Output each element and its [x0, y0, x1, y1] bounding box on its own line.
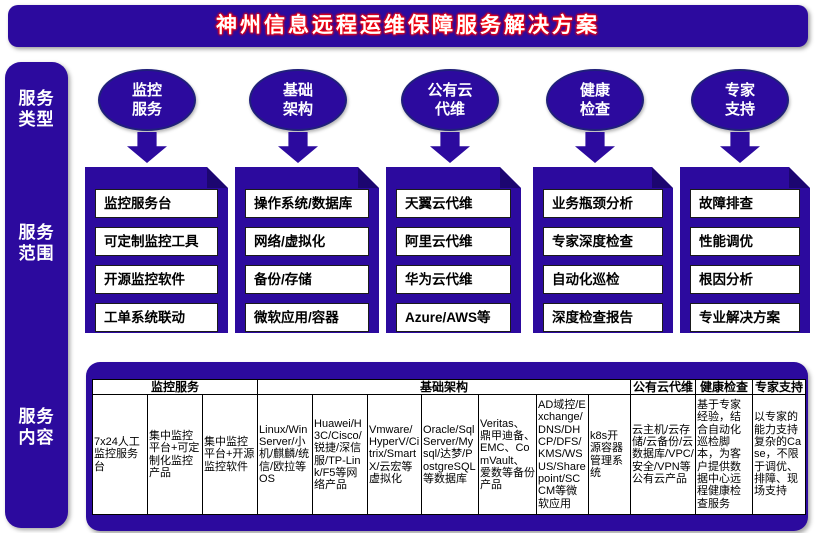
- service-type-bubble-health-check: 健康 检查: [546, 69, 644, 131]
- service-content-table: 监控服务 基础架构 公有云代维 健康检查 专家支持 7x24人工监控服务台 集中…: [91, 379, 807, 515]
- folded-corner: [358, 167, 379, 188]
- table-cell: 7x24人工监控服务台: [92, 394, 148, 515]
- folded-corner: [789, 167, 810, 188]
- scope-item: 阿里云代维: [396, 227, 511, 256]
- table-cell: Vmware/HyperV/Citrix/SmartX/云宏等虚拟化: [367, 394, 423, 515]
- sidebar-label-service-content: 服务 内容: [18, 407, 55, 448]
- table-cell: k8s开源容器管理系统: [588, 394, 632, 515]
- table-header: 基础架构: [257, 379, 632, 395]
- table-cell: Linux/Win Server/小机/麒麟/统信/欧拉等OS: [257, 394, 314, 515]
- scope-item: Azure/AWS等: [396, 303, 511, 332]
- down-arrow-icon: [575, 132, 615, 163]
- scope-item: 网络/虚拟化: [245, 227, 369, 256]
- down-arrow-icon: [127, 132, 167, 163]
- scope-item: 自动化巡检: [543, 265, 663, 294]
- service-type-bubble-public-cloud: 公有云 代维: [401, 69, 499, 131]
- table-cell: 集中监控平台+开源监控软件: [201, 394, 259, 515]
- table-header: 专家支持: [752, 379, 807, 395]
- title-bar: 神州信息远程运维保障服务解决方案: [8, 5, 808, 47]
- table-cell: 集中监控平台+可定制化监控产品: [147, 394, 203, 515]
- scope-panel-public-cloud: 天翼云代维 阿里云代维 华为云代维 Azure/AWS等: [386, 167, 521, 333]
- scope-item: 天翼云代维: [396, 189, 511, 218]
- scope-item: 监控服务台: [95, 189, 218, 218]
- page-title: 神州信息远程运维保障服务解决方案: [216, 14, 600, 37]
- table-cell: Veritas、鼎甲迪备、EMC、ComVault、爱数等备份产品: [478, 394, 538, 515]
- sidebar-label-service-type: 服务 类型: [18, 89, 55, 130]
- scope-item: 根因分析: [690, 265, 800, 294]
- table-header: 监控服务: [91, 379, 259, 395]
- folded-corner: [500, 167, 521, 188]
- table-cell: 基于专家经验，结合自动化巡检脚本，为客户提供数据中心远程健康检查服务: [695, 394, 754, 515]
- scope-panel-health-check: 业务瓶颈分析 专家深度检查 自动化巡检 深度检查报告: [533, 167, 673, 333]
- sidebar-label-service-scope: 服务 范围: [18, 223, 55, 264]
- service-type-bubble-expert-support: 专家 支持: [691, 69, 789, 131]
- table-body-row: 7x24人工监控服务台 集中监控平台+可定制化监控产品 集中监控平台+开源监控软…: [92, 394, 807, 515]
- table-cell: 云主机/云存储/云备份/云数据库/VPC/安全/VPN等公有云产品: [630, 394, 697, 515]
- scope-panel-expert-support: 故障排查 性能调优 根因分析 专业解决方案: [680, 167, 810, 333]
- scope-panel-infrastructure: 操作系统/数据库 网络/虚拟化 备份/存储 微软应用/容器: [235, 167, 379, 333]
- folded-corner: [652, 167, 673, 188]
- down-arrow-icon: [278, 132, 318, 163]
- scope-panel-monitoring: 监控服务台 可定制监控工具 开源监控软件 工单系统联动: [85, 167, 228, 333]
- scope-item: 备份/存储: [245, 265, 369, 294]
- sidebar: 服务 类型 服务 范围 服务 内容: [5, 62, 68, 528]
- service-type-bubble-infrastructure: 基础 架构: [249, 69, 347, 131]
- scope-item: 业务瓶颈分析: [543, 189, 663, 218]
- table-cell: Oracle/Sql Server/Mysql/达梦/PostgreSQL等数据…: [421, 394, 480, 515]
- scope-item: 专家深度检查: [543, 227, 663, 256]
- scope-item: 性能调优: [690, 227, 800, 256]
- service-type-bubble-monitoring: 监控 服务: [98, 69, 196, 131]
- scope-item: 可定制监控工具: [95, 227, 218, 256]
- table-header: 健康检查: [695, 379, 754, 395]
- scope-item: 开源监控软件: [95, 265, 218, 294]
- down-arrow-icon: [720, 132, 760, 163]
- table-cell: AD域控/Exchange/DNS/DHCP/DFS/KMS/WSUS/Shar…: [536, 394, 590, 515]
- table-header: 公有云代维: [630, 379, 697, 395]
- service-content-panel: 监控服务 基础架构 公有云代维 健康检查 专家支持 7x24人工监控服务台 集中…: [86, 362, 808, 531]
- scope-item: 故障排查: [690, 189, 800, 218]
- scope-item: 微软应用/容器: [245, 303, 369, 332]
- scope-item: 专业解决方案: [690, 303, 800, 332]
- scope-item: 工单系统联动: [95, 303, 218, 332]
- table-cell: 以专家的能力支持复杂的Case，不限于调优、排障、现场支持: [752, 394, 807, 515]
- table-header-row: 监控服务 基础架构 公有云代维 健康检查 专家支持: [91, 379, 807, 395]
- scope-item: 操作系统/数据库: [245, 189, 369, 218]
- table-cell: Huawei/H3C/Cisco/锐捷/深信服/TP-Link/F5等网络产品: [312, 394, 369, 515]
- folded-corner: [207, 167, 228, 188]
- scope-item: 华为云代维: [396, 265, 511, 294]
- down-arrow-icon: [430, 132, 470, 163]
- scope-item: 深度检查报告: [543, 303, 663, 332]
